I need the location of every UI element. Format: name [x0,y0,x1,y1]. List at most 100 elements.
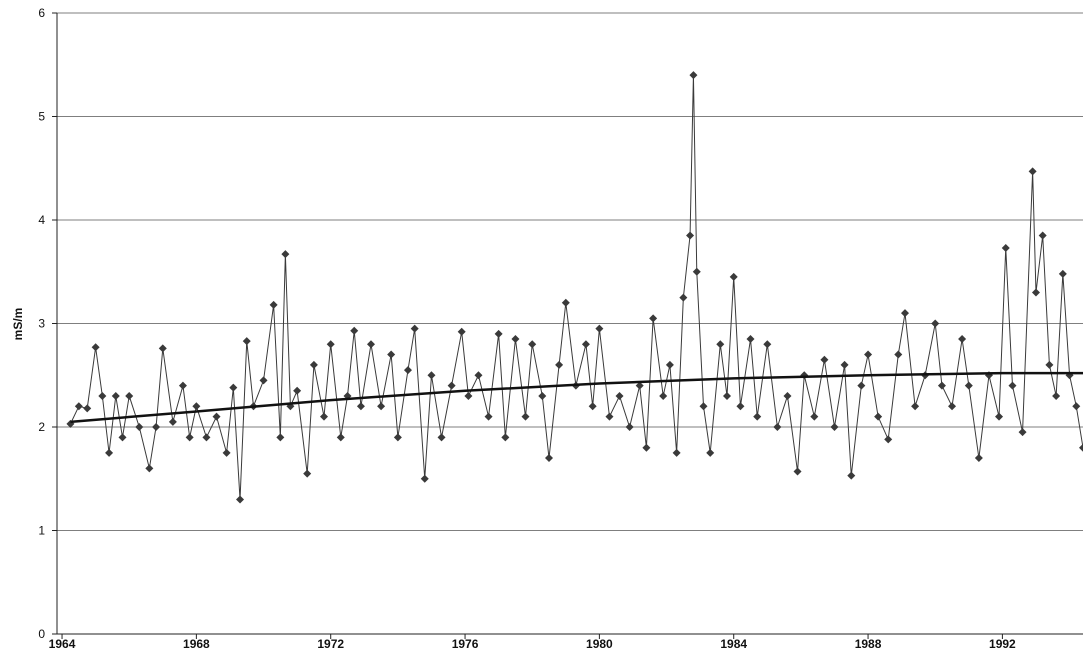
data-point [635,381,644,390]
y-tick-label: 1 [38,524,45,538]
data-point [319,412,328,421]
data-point [259,376,268,385]
data-point [269,300,278,309]
data-point [615,391,624,400]
data-point [1079,443,1083,452]
data-point [410,324,419,333]
data-point [135,423,144,431]
data-point [625,423,634,431]
data-point [464,391,473,400]
data-point [192,402,201,411]
data-point [911,402,920,411]
data-point [202,433,211,442]
data-point [178,381,187,390]
data-point [427,371,436,380]
data-point [884,435,893,444]
data-point [336,433,345,442]
data-point [511,335,520,344]
data-point [111,391,120,400]
data-point [474,371,483,380]
data-point [830,423,839,431]
data-point [665,360,674,369]
data-point [168,417,177,426]
data-point [303,469,312,478]
x-tick-label: 1964 [49,637,76,650]
data-point [521,412,530,421]
y-tick-label: 4 [38,213,45,227]
data-point [974,454,983,463]
data-point [1052,391,1061,400]
data-point [948,402,957,411]
data-point [74,402,83,411]
data-point [561,298,570,307]
data-point [377,402,386,411]
data-point [659,391,668,400]
data-point [689,71,698,80]
data-point [864,350,873,359]
data-point [105,448,114,457]
data-point [746,335,755,344]
data-point [857,381,866,390]
data-point [763,340,772,349]
data-point [642,443,651,452]
data-point [874,412,883,421]
data-point [699,402,708,411]
data-point [528,340,537,349]
data-point [91,343,100,352]
data-point [222,448,231,457]
data-point [393,433,402,442]
data-point [152,423,161,431]
data-point [964,381,973,390]
data-point [847,471,856,480]
x-tick-label: 1980 [586,637,613,650]
data-point [242,337,251,346]
data-point [840,360,849,369]
y-tick-label: 5 [38,110,45,124]
data-point [350,326,359,335]
data-point [605,412,614,421]
data-point [457,327,466,336]
data-point [692,267,701,276]
y-tick-label: 2 [38,420,45,434]
data-point [753,412,762,421]
data-point [1018,428,1027,437]
data-point [793,467,802,476]
data-point [716,340,725,349]
data-point [729,272,738,281]
y-tick-label: 3 [38,317,45,331]
trend-line [70,371,1083,424]
data-point [185,433,194,442]
data-point [783,391,792,400]
data-point [649,314,658,323]
data-point [367,340,376,349]
data-point [937,381,946,390]
data-point [125,391,134,400]
data-point [309,360,318,369]
data-point [931,319,940,328]
data-point [595,324,604,333]
data-point [736,402,745,411]
data-point [538,391,547,400]
data-point [820,355,829,364]
y-tick-label: 6 [38,6,45,20]
data-point [281,250,290,259]
data-point [236,495,245,504]
data-point [800,371,809,380]
data-point [679,293,688,302]
y-tick-label: 0 [38,627,45,641]
data-point [484,412,493,421]
data-point [706,448,715,457]
data-point [672,448,681,457]
data-point [995,412,1004,421]
data-point [98,391,107,400]
data-point [229,383,238,392]
data-point [555,360,564,369]
y-axis-label: mS/m [11,308,25,341]
data-point [276,433,285,442]
x-tick-label: 1968 [183,637,210,650]
data-point [1038,231,1047,240]
data-line [69,75,1083,500]
data-point [293,386,302,395]
data-point [158,344,167,353]
data-point [420,474,429,483]
